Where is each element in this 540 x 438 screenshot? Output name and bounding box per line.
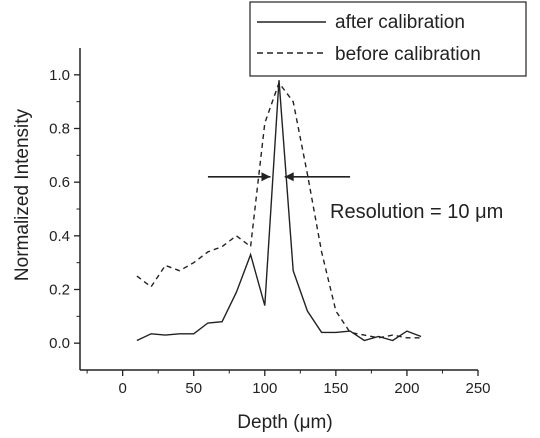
x-tick-label: 0 bbox=[118, 380, 126, 397]
series-layer bbox=[136, 80, 422, 342]
legend-box bbox=[249, 1, 527, 77]
x-tick-label: 200 bbox=[394, 380, 419, 397]
legend-label-before-calibration: before calibration bbox=[335, 44, 481, 65]
resolution-arrow-right-head bbox=[284, 172, 294, 182]
y-tick-label: 0.2 bbox=[49, 282, 70, 299]
y-tick-label: 0.8 bbox=[49, 121, 70, 138]
x-axis-title: Depth (μm) bbox=[237, 412, 332, 433]
resolution-annotation: Resolution = 10 μm bbox=[330, 201, 503, 223]
y-tick-label: 0.6 bbox=[49, 174, 70, 191]
annotation-layer: Resolution = 10 μm bbox=[207, 172, 503, 223]
legend-label-after-calibration: after calibration bbox=[335, 12, 465, 33]
y-tick-label: 1.0 bbox=[49, 67, 70, 84]
x-tick-label: 50 bbox=[185, 380, 202, 397]
x-tick-label: 100 bbox=[252, 380, 277, 397]
y-tick-label: 0.0 bbox=[49, 335, 70, 352]
y-tick-label: 0.4 bbox=[49, 228, 70, 245]
legend: after calibration before calibration bbox=[249, 1, 527, 77]
series-line-after-calibration bbox=[136, 80, 422, 342]
y-ticks: 0.0 0.2 0.4 0.6 0.8 1.0 bbox=[49, 67, 80, 352]
series-line-before-calibration bbox=[136, 81, 422, 339]
y-axis-title: Normalized Intensity bbox=[12, 108, 33, 281]
x-ticks: 0 50 100 150 200 250 bbox=[86, 370, 491, 397]
x-tick-label: 150 bbox=[323, 380, 348, 397]
x-tick-label: 250 bbox=[465, 380, 490, 397]
resolution-arrow-left-head bbox=[261, 172, 271, 182]
